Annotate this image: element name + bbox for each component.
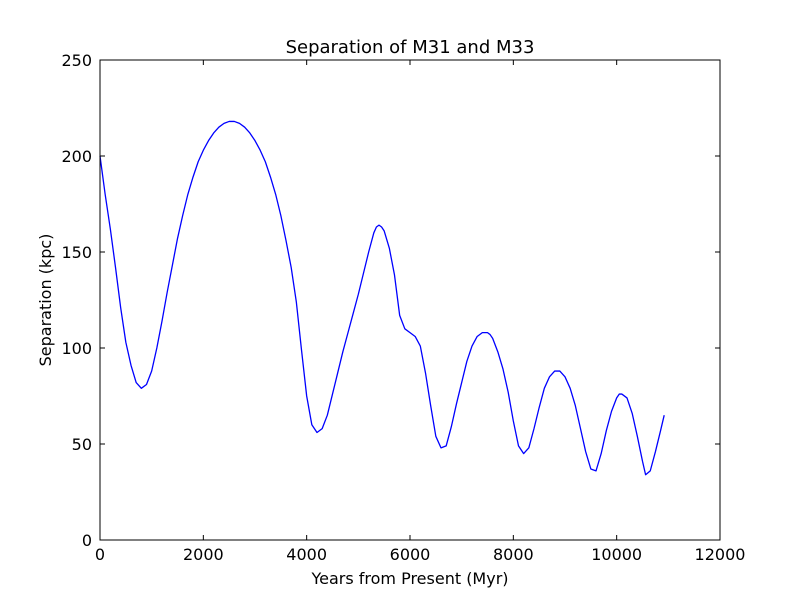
x-tick-label: 4000 bbox=[286, 545, 327, 564]
x-tick-label: 0 bbox=[95, 545, 105, 564]
y-tick-label: 100 bbox=[61, 339, 92, 358]
x-axis-label: Years from Present (Myr) bbox=[310, 569, 508, 588]
x-tick-label: 10000 bbox=[591, 545, 642, 564]
series-line-0 bbox=[99, 120, 665, 476]
y-tick-label: 0 bbox=[82, 531, 92, 550]
x-tick-label: 8000 bbox=[493, 545, 534, 564]
y-tick-label: 50 bbox=[72, 435, 92, 454]
x-tick-label: 12000 bbox=[695, 545, 746, 564]
y-tick-label: 200 bbox=[61, 147, 92, 166]
x-tick-label: 6000 bbox=[390, 545, 431, 564]
y-tick-label: 150 bbox=[61, 243, 92, 262]
chart-title: Separation of M31 and M33 bbox=[286, 37, 535, 58]
y-axis-label: Separation (kpc) bbox=[36, 234, 55, 367]
y-tick-label: 250 bbox=[61, 51, 92, 70]
x-tick-label: 2000 bbox=[183, 545, 224, 564]
plot-area: 0 2000 4000 6000 8000 10000 12000 0 50 100 150 200 2… bbox=[61, 51, 745, 564]
